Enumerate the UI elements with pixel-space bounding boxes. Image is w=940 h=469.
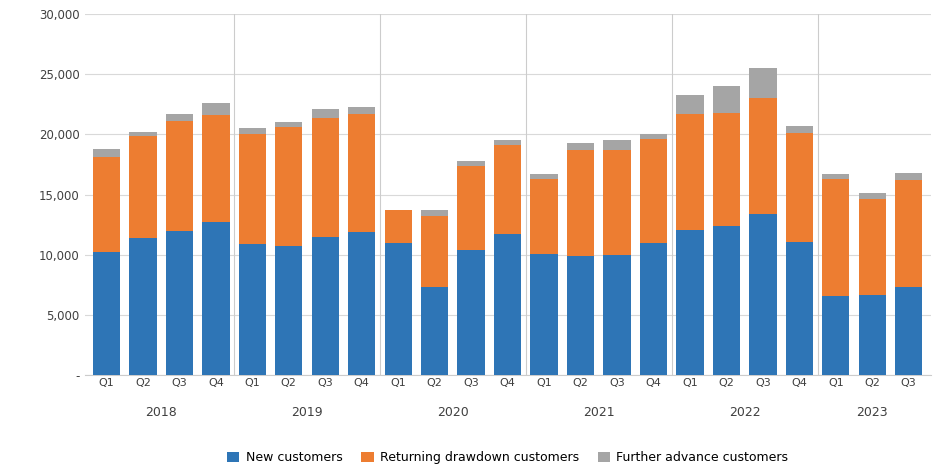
Bar (640, 139, 667, 243)
Bar (202, 222, 229, 375)
Bar (603, 141, 631, 150)
Bar (348, 107, 375, 114)
Bar (275, 122, 303, 127)
Bar (93, 252, 120, 375)
Bar (530, 174, 557, 179)
Bar (165, 231, 193, 375)
Legend: New customers, Returning drawdown customers, Further advance customers: New customers, Returning drawdown custom… (222, 446, 793, 469)
Bar (713, 226, 740, 375)
Bar (311, 237, 339, 375)
Bar (530, 254, 557, 375)
Bar (239, 135, 266, 244)
Bar (93, 149, 120, 157)
Bar (130, 132, 157, 136)
Bar (749, 68, 776, 98)
Bar (603, 150, 631, 255)
Bar (567, 150, 594, 256)
Bar (421, 287, 448, 375)
Bar (384, 243, 412, 375)
Bar (93, 157, 120, 252)
Bar (858, 193, 885, 199)
Bar (384, 210, 412, 243)
Text: 2021: 2021 (583, 406, 615, 419)
Bar (640, 135, 667, 139)
Bar (786, 133, 813, 242)
Bar (676, 95, 704, 114)
Bar (676, 114, 704, 229)
Bar (458, 250, 485, 375)
Bar (130, 136, 157, 238)
Bar (749, 98, 776, 214)
Bar (567, 143, 594, 150)
Bar (311, 109, 339, 118)
Bar (165, 121, 193, 231)
Text: 2022: 2022 (728, 406, 760, 419)
Bar (421, 210, 448, 216)
Bar (494, 141, 522, 145)
Bar (275, 127, 303, 246)
Bar (311, 118, 339, 237)
Bar (713, 113, 740, 226)
Bar (458, 166, 485, 250)
Bar (239, 129, 266, 135)
Bar (822, 174, 850, 179)
Bar (421, 216, 448, 287)
Bar (603, 255, 631, 375)
Bar (749, 214, 776, 375)
Bar (895, 287, 922, 375)
Bar (895, 180, 922, 287)
Text: 2018: 2018 (146, 406, 177, 419)
Bar (786, 242, 813, 375)
Bar (494, 145, 522, 234)
Bar (895, 173, 922, 180)
Bar (822, 179, 850, 296)
Text: 2023: 2023 (856, 406, 888, 419)
Bar (530, 179, 557, 254)
Bar (348, 232, 375, 375)
Bar (858, 295, 885, 375)
Bar (858, 199, 885, 295)
Bar (494, 234, 522, 375)
Bar (676, 229, 704, 375)
Bar (202, 115, 229, 222)
Bar (275, 246, 303, 375)
Bar (239, 244, 266, 375)
Bar (130, 238, 157, 375)
Bar (640, 243, 667, 375)
Bar (713, 86, 740, 113)
Bar (202, 103, 229, 115)
Bar (822, 296, 850, 375)
Bar (348, 114, 375, 232)
Bar (165, 114, 193, 121)
Bar (458, 161, 485, 166)
Text: 2020: 2020 (437, 406, 469, 419)
Text: 2019: 2019 (291, 406, 322, 419)
Bar (786, 126, 813, 133)
Bar (567, 256, 594, 375)
